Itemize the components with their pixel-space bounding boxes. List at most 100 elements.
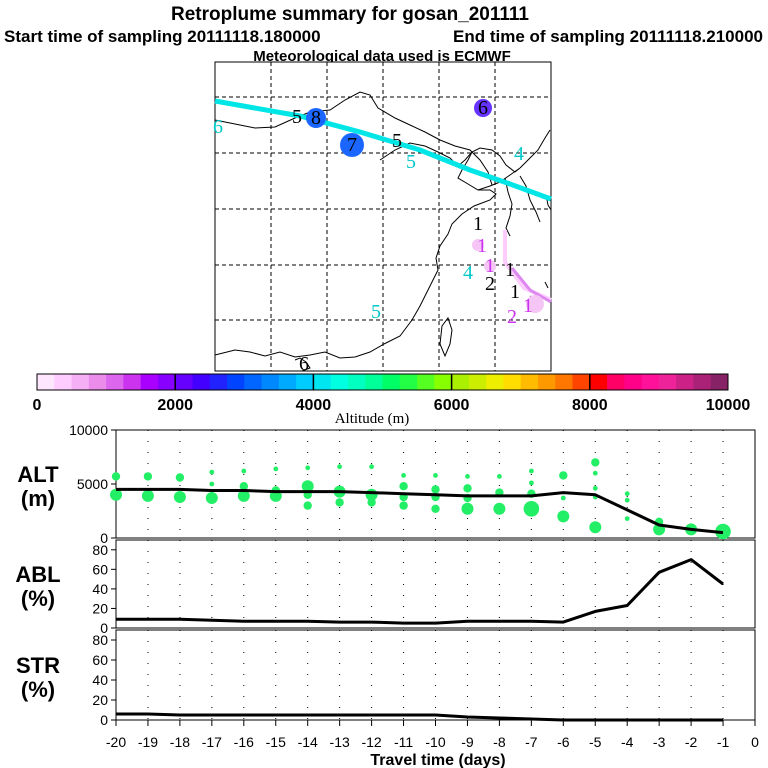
colorbar-cell: [468, 374, 487, 390]
colorbar-cell: [676, 374, 694, 390]
scatter-point: [431, 485, 440, 494]
scatter-point: [143, 472, 153, 481]
x-tick-label: -17: [202, 734, 222, 750]
colorbar-cell: [417, 374, 435, 390]
x-tick-label: -16: [234, 734, 254, 750]
x-tick-label: -1: [717, 734, 730, 750]
scatter-point: [529, 480, 534, 486]
x-axis: -20 -19 -18 -17 -16 -15 -14 -13 -12 -11 -10 -9 -8 -7-…: [106, 720, 759, 750]
x-tick-label: -6: [557, 734, 570, 750]
colorbar-cell: [209, 374, 228, 390]
colorbar-cell: [296, 374, 314, 390]
met-data-text: Meteorological data used is ECMWF: [253, 48, 511, 65]
map-label: 5: [371, 301, 381, 323]
scatter-point: [589, 521, 602, 534]
cluster-circle: [472, 239, 484, 251]
y-tick-label: 20: [92, 692, 108, 708]
panel-unit-label: (m): [21, 486, 55, 511]
scatter-point: [305, 465, 311, 471]
colorbar-cell: [486, 374, 504, 390]
start-time-text: Start time of sampling 20111118.180000: [4, 27, 321, 46]
cluster-circle: [484, 260, 496, 272]
colorbar-cell: [71, 374, 90, 390]
y-tick-label: 20: [92, 600, 108, 616]
figure-title: Retroplume summary for gosan_201111: [171, 4, 529, 25]
cluster-circle: [474, 99, 492, 117]
map-label: 1: [510, 281, 520, 303]
colorbar-cell: [451, 374, 470, 390]
scatter-point: [401, 473, 406, 478]
map-label: 1: [505, 259, 515, 281]
map-label: 8: [311, 107, 321, 129]
scatter-point: [239, 482, 248, 491]
scatter-point: [463, 484, 472, 493]
colorbar-frame: [36, 373, 729, 391]
colorbar-cell: [624, 374, 643, 390]
x-tick-label: -10: [425, 734, 445, 750]
colorbar-cells: [37, 374, 729, 390]
x-tick-label: -3: [653, 734, 666, 750]
scatter-point: [431, 504, 440, 513]
cluster-circle: [306, 108, 326, 128]
colorbar-cell: [347, 374, 366, 390]
x-tick-label: -12: [361, 734, 381, 750]
y-tick-label: 80: [92, 542, 108, 558]
scatter-point: [209, 481, 215, 487]
scatter-point: [624, 516, 630, 521]
colorbar-cell: [658, 374, 677, 390]
x-tick-label: -13: [330, 734, 350, 750]
trajectory-cyan: [214, 98, 552, 202]
colorbar-tick-label: 0: [33, 397, 42, 414]
y-tick-label: 60: [92, 652, 108, 668]
colorbar-cell: [227, 374, 245, 390]
x-tick-label: -19: [138, 734, 158, 750]
chart-panels: 0500010000ALT(m)020406080ABL(%)020406080…: [15, 422, 756, 728]
colorbar-cell: [693, 374, 712, 390]
cluster-circle: [340, 133, 364, 157]
y-tick-label: 40: [92, 672, 108, 688]
map-label: 1: [477, 235, 487, 257]
map-label: 4: [463, 262, 473, 284]
scatter-point: [369, 464, 374, 470]
scatter-point: [241, 468, 247, 474]
scatter-point: [557, 510, 570, 523]
colorbar-cell: [313, 374, 332, 390]
map-label: 6: [299, 353, 309, 375]
colorbar-cell: [261, 374, 280, 390]
panel-unit-label: (%): [21, 677, 55, 702]
map-label: 1: [523, 295, 533, 317]
scatter-point: [301, 480, 314, 493]
scatter-point: [273, 466, 279, 472]
colorbar-cell: [278, 374, 297, 390]
y-tick-label: 0: [100, 620, 108, 636]
scatter-point: [209, 469, 215, 475]
map-label: 4: [514, 143, 524, 165]
y-tick-label: 80: [92, 632, 108, 648]
colorbar-label: Altitude (m): [335, 411, 410, 427]
scatter-point: [433, 473, 438, 478]
scatter-point: [110, 488, 122, 501]
scatter-point: [559, 471, 568, 480]
scatter-point: [175, 473, 185, 482]
map-label: 6: [213, 116, 223, 138]
cluster-circle: [526, 295, 544, 313]
x-tick-label: -18: [170, 734, 190, 750]
panel-abl: 0 20 40 60 80 ABL(%): [15, 539, 756, 636]
scatter-point: [560, 495, 566, 501]
scatter-point: [335, 498, 344, 507]
colorbar-cell: [157, 374, 176, 390]
x-tick-label: -8: [493, 734, 506, 750]
panel-str: 0 20 40 60 80 STR(%): [16, 629, 756, 728]
scatter-point: [111, 472, 121, 481]
scatter-point: [592, 470, 598, 476]
scatter-point: [173, 491, 186, 503]
x-tick-label: 0: [751, 734, 759, 750]
y-tick-label: 40: [92, 581, 108, 597]
map-label: 2: [507, 306, 517, 328]
scatter-point: [399, 482, 408, 491]
y-tick-label: 5000: [77, 476, 108, 492]
scatter-point: [591, 458, 600, 467]
colorbar-cell: [192, 374, 211, 390]
colorbar-cell: [710, 374, 729, 390]
